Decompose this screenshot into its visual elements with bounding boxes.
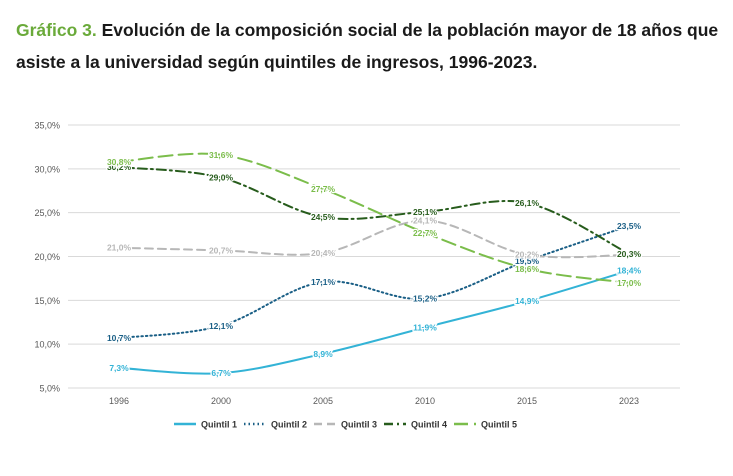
data-label-quintil-3: 20,7% — [209, 245, 234, 255]
data-label-quintil-2: 10,7% — [107, 333, 132, 343]
data-label-quintil-2: 15,2% — [413, 294, 438, 304]
y-tick-label: 30,0% — [34, 164, 60, 174]
y-axis-labels: 5,0% 10,0% 15,0% 20,0% 25,0% 30,0% 35,0% — [34, 121, 60, 394]
legend-label-quintil-1: Quintil 1 — [201, 420, 237, 430]
series-line-quintil-5 — [118, 152, 630, 284]
data-label-quintil-5: 17,0% — [617, 278, 642, 288]
y-tick-label: 10,0% — [34, 340, 60, 350]
figure-number: Gráfico 3. — [16, 20, 97, 40]
data-label-quintil-3: 20,2% — [617, 250, 642, 260]
series-line-quintil-2 — [118, 224, 630, 340]
data-label-quintil-5: 22,7% — [413, 228, 438, 238]
x-tick-label: 2000 — [211, 396, 231, 406]
y-tick-label: 25,0% — [34, 208, 60, 218]
data-label-quintil-1: 8,9% — [313, 349, 333, 359]
y-tick-label: 15,0% — [34, 296, 60, 306]
chart-heading: Gráfico 3. Evolución de la composición s… — [16, 14, 721, 78]
data-label-quintil-4: 26,1% — [515, 198, 540, 208]
data-label-quintil-4: 25,1% — [413, 207, 438, 217]
data-label-quintil-5: 27,7% — [311, 184, 336, 194]
data-label-quintil-3: 20,4% — [311, 248, 336, 258]
x-tick-label: 2010 — [415, 396, 435, 406]
data-label-quintil-5: 30,8% — [107, 157, 132, 167]
data-label-quintil-3: 24,1% — [413, 216, 438, 226]
x-tick-label: 2023 — [619, 396, 639, 406]
legend-label-quintil-2: Quintil 2 — [271, 420, 307, 430]
legend-label-quintil-5: Quintil 5 — [481, 420, 517, 430]
data-label-quintil-2: 12,1% — [209, 321, 234, 331]
chart-title: Evolución de la composición social de la… — [16, 20, 719, 72]
x-tick-label: 2015 — [517, 396, 537, 406]
y-tick-label: 5,0% — [39, 384, 60, 394]
data-label-quintil-2: 17,1% — [311, 277, 336, 287]
x-axis-labels: 1996 2000 2005 2010 2015 2023 — [109, 396, 639, 406]
data-label-quintil-5: 18,6% — [515, 264, 540, 274]
legend: Quintil 1 Quintil 2 Quintil 3 Quintil 4 Quin… — [174, 420, 517, 430]
data-label-quintil-4: 29,0% — [209, 173, 234, 183]
legend-label-quintil-3: Quintil 3 — [341, 420, 377, 430]
x-tick-label: 2005 — [313, 396, 333, 406]
data-label-quintil-5: 31,6% — [209, 150, 234, 160]
data-label-quintil-1: 7,3% — [109, 363, 129, 373]
x-tick-label: 1996 — [109, 396, 129, 406]
series-lines — [118, 152, 630, 375]
legend-label-quintil-4: Quintil 4 — [411, 420, 447, 430]
data-label-quintil-1: 11,9% — [413, 323, 437, 333]
data-label-quintil-4: 30,2% — [107, 162, 132, 172]
data-label-quintil-2: 23,5% — [617, 221, 642, 231]
data-label-quintil-4: 20,3% — [617, 249, 642, 259]
series-line-quintil-1 — [118, 269, 630, 375]
y-tick-label: 35,0% — [34, 121, 60, 131]
data-label-quintil-1: 18,4% — [617, 266, 642, 276]
series-line-quintil-4 — [118, 166, 630, 255]
data-label-quintil-2: 19,5% — [515, 256, 540, 266]
data-label-quintil-3: 21,0% — [107, 243, 132, 253]
data-label-quintil-4: 24,5% — [311, 212, 336, 222]
y-tick-label: 20,0% — [34, 252, 60, 262]
data-label-quintil-3: 20,2% — [515, 250, 540, 260]
data-label-quintil-1: 14,9% — [515, 296, 540, 306]
series-line-quintil-3 — [118, 219, 630, 259]
data-label-quintil-1: 6,7% — [211, 368, 231, 378]
data-labels: 7,3% 6,7% 8,9% 11,9% 14,9% 18,4% 10,7% 12,1% 17,… — [106, 149, 643, 380]
